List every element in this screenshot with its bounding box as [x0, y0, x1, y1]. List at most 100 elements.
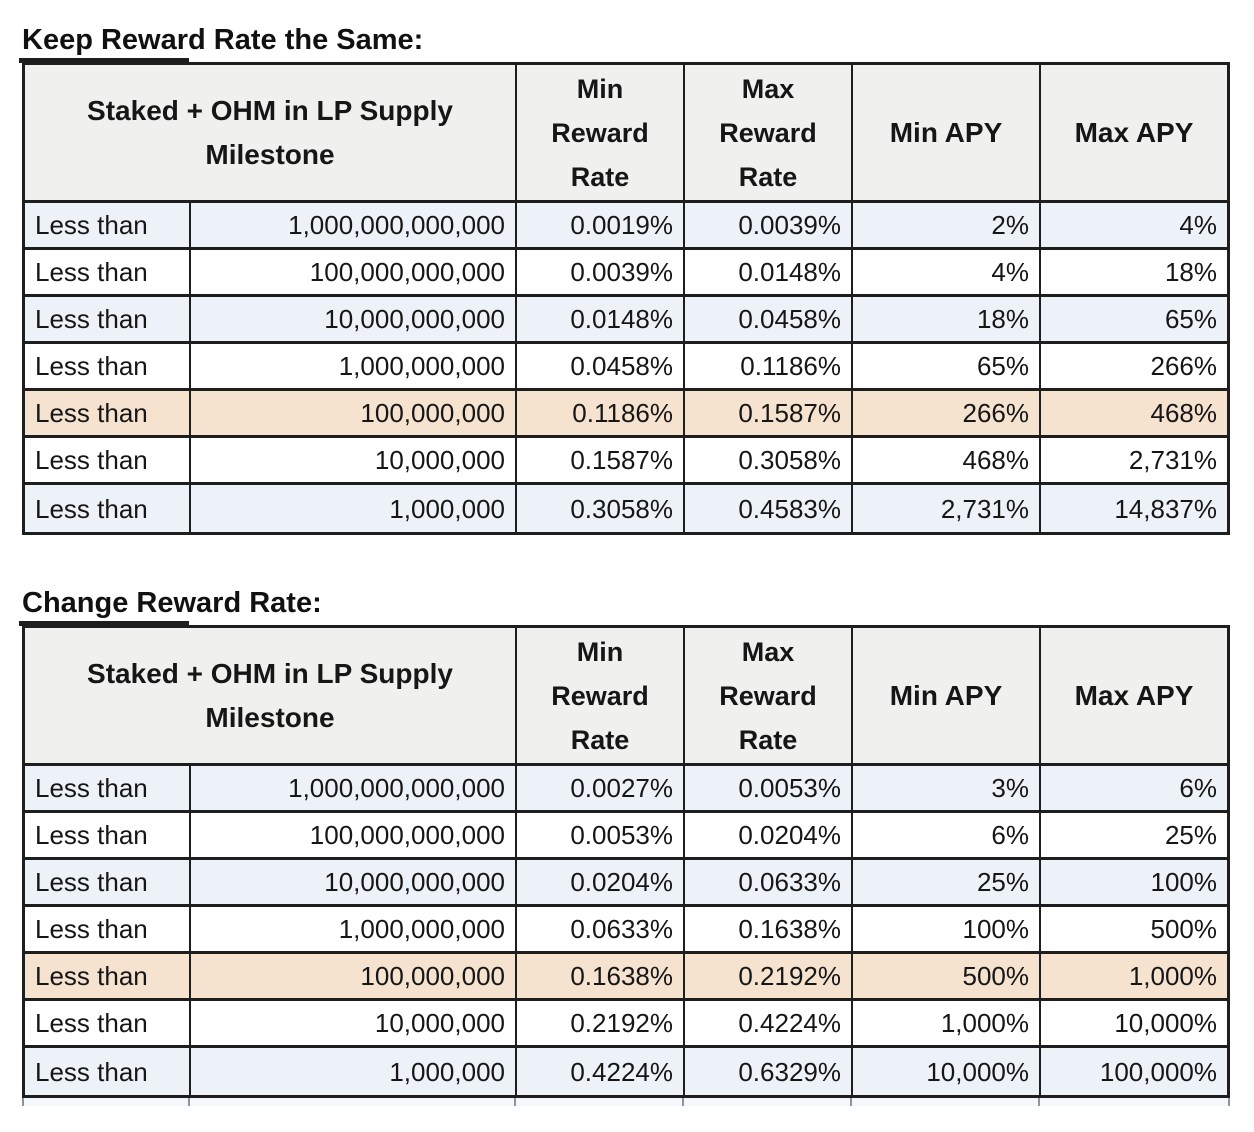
cell-min-apy: 100%: [853, 907, 1041, 954]
cell-min-reward-rate: 0.0027%: [517, 766, 685, 813]
cell-min-reward-rate: 0.3058%: [517, 485, 685, 532]
cell-max-reward-rate: 0.0053%: [685, 766, 853, 813]
header-min-reward-rate: Min Reward Rate: [517, 628, 685, 766]
cell-max-reward-rate: 0.0204%: [685, 813, 853, 860]
cell-min-apy: 2,731%: [853, 485, 1041, 532]
cell-min-apy: 3%: [853, 766, 1041, 813]
cell-max-reward-rate: 0.0148%: [685, 250, 853, 297]
cell-milestone: 1,000,000,000,000: [191, 766, 517, 813]
cell-less-than: Less than: [25, 344, 191, 391]
cell-less-than: Less than: [25, 813, 191, 860]
table-wrap-change: Staked + OHM in LP Supply Milestone Min …: [19, 621, 1230, 1098]
cell-less-than: Less than: [25, 297, 191, 344]
cell-max-apy: 10,000%: [1041, 1001, 1227, 1048]
cell-max-reward-rate: 0.1587%: [685, 391, 853, 438]
cell-max-reward-rate: 0.0458%: [685, 297, 853, 344]
header-min-apy: Min APY: [853, 65, 1041, 203]
cell-max-apy: 4%: [1041, 203, 1227, 250]
cell-min-apy: 500%: [853, 954, 1041, 1001]
cell-less-than: Less than: [25, 203, 191, 250]
cell-max-reward-rate: 0.2192%: [685, 954, 853, 1001]
cell-max-apy: 6%: [1041, 766, 1227, 813]
cell-max-reward-rate: 0.4224%: [685, 1001, 853, 1048]
cell-max-apy: 500%: [1041, 907, 1227, 954]
header-milestone: Staked + OHM in LP Supply Milestone: [25, 65, 517, 203]
cell-max-apy: 18%: [1041, 250, 1227, 297]
cell-max-reward-rate: 0.1186%: [685, 344, 853, 391]
table-wrap-keep: Staked + OHM in LP Supply Milestone Min …: [19, 58, 1230, 535]
corner-notch: [19, 58, 189, 63]
cell-min-reward-rate: 0.4224%: [517, 1048, 685, 1095]
cell-min-reward-rate: 0.0633%: [517, 907, 685, 954]
cell-less-than: Less than: [25, 485, 191, 532]
cell-milestone: 10,000,000,000: [191, 860, 517, 907]
cell-milestone: 1,000,000,000: [191, 907, 517, 954]
header-max-reward-rate: Max Reward Rate: [685, 65, 853, 203]
cell-max-apy: 100,000%: [1041, 1048, 1227, 1095]
cell-max-apy: 65%: [1041, 297, 1227, 344]
cell-min-apy: 6%: [853, 813, 1041, 860]
cell-min-reward-rate: 0.1638%: [517, 954, 685, 1001]
cell-min-apy: 25%: [853, 860, 1041, 907]
cell-min-apy: 1,000%: [853, 1001, 1041, 1048]
cell-max-reward-rate: 0.6329%: [685, 1048, 853, 1095]
cell-min-reward-rate: 0.1186%: [517, 391, 685, 438]
cell-min-apy: 266%: [853, 391, 1041, 438]
cell-milestone: 100,000,000,000: [191, 250, 517, 297]
cell-min-apy: 4%: [853, 250, 1041, 297]
cell-max-apy: 14,837%: [1041, 485, 1227, 532]
cell-milestone: 1,000,000,000,000: [191, 203, 517, 250]
cell-less-than: Less than: [25, 954, 191, 1001]
cell-min-reward-rate: 0.0204%: [517, 860, 685, 907]
cell-milestone: 10,000,000: [191, 1001, 517, 1048]
cell-min-apy: 468%: [853, 438, 1041, 485]
table-title-change-reward-rate: Change Reward Rate:: [22, 587, 322, 619]
cell-max-apy: 2,731%: [1041, 438, 1227, 485]
cell-max-apy: 1,000%: [1041, 954, 1227, 1001]
milestone-table-change: Staked + OHM in LP Supply Milestone Min …: [22, 625, 1230, 1098]
cell-less-than: Less than: [25, 1048, 191, 1095]
cell-max-reward-rate: 0.4583%: [685, 485, 853, 532]
cell-max-reward-rate: 0.0633%: [685, 860, 853, 907]
cell-milestone: 10,000,000,000: [191, 297, 517, 344]
cell-max-reward-rate: 0.3058%: [685, 438, 853, 485]
cell-min-apy: 10,000%: [853, 1048, 1041, 1095]
cell-min-reward-rate: 0.2192%: [517, 1001, 685, 1048]
header-min-apy: Min APY: [853, 628, 1041, 766]
header-min-reward-rate: Min Reward Rate: [517, 65, 685, 203]
page: Keep Reward Rate the Same: Staked + OHM …: [19, 24, 1254, 1106]
section-change-reward-rate: Change Reward Rate: Staked + OHM in LP S…: [19, 587, 1254, 1106]
cell-min-apy: 65%: [853, 344, 1041, 391]
header-milestone: Staked + OHM in LP Supply Milestone: [25, 628, 517, 766]
cell-less-than: Less than: [25, 766, 191, 813]
cell-max-apy: 468%: [1041, 391, 1227, 438]
corner-notch: [19, 621, 189, 626]
cell-less-than: Less than: [25, 1001, 191, 1048]
cell-milestone: 1,000,000: [191, 485, 517, 532]
cell-less-than: Less than: [25, 438, 191, 485]
cropped-next-row-sliver: [22, 1098, 1230, 1106]
table-title-keep-reward-rate: Keep Reward Rate the Same:: [22, 24, 424, 56]
cell-less-than: Less than: [25, 391, 191, 438]
milestone-table-keep: Staked + OHM in LP Supply Milestone Min …: [22, 62, 1230, 535]
header-max-apy: Max APY: [1041, 65, 1227, 203]
cell-min-apy: 18%: [853, 297, 1041, 344]
header-max-reward-rate: Max Reward Rate: [685, 628, 853, 766]
section-keep-reward-rate: Keep Reward Rate the Same: Staked + OHM …: [19, 24, 1254, 535]
header-max-apy: Max APY: [1041, 628, 1227, 766]
cell-milestone: 100,000,000: [191, 391, 517, 438]
cell-less-than: Less than: [25, 860, 191, 907]
cell-min-reward-rate: 0.0039%: [517, 250, 685, 297]
cell-max-reward-rate: 0.1638%: [685, 907, 853, 954]
cell-min-reward-rate: 0.1587%: [517, 438, 685, 485]
cell-max-reward-rate: 0.0039%: [685, 203, 853, 250]
cell-max-apy: 100%: [1041, 860, 1227, 907]
cell-less-than: Less than: [25, 250, 191, 297]
cell-milestone: 10,000,000: [191, 438, 517, 485]
cell-max-apy: 266%: [1041, 344, 1227, 391]
cell-min-reward-rate: 0.0458%: [517, 344, 685, 391]
cell-min-reward-rate: 0.0019%: [517, 203, 685, 250]
cell-max-apy: 25%: [1041, 813, 1227, 860]
cell-min-apy: 2%: [853, 203, 1041, 250]
cell-milestone: 1,000,000: [191, 1048, 517, 1095]
